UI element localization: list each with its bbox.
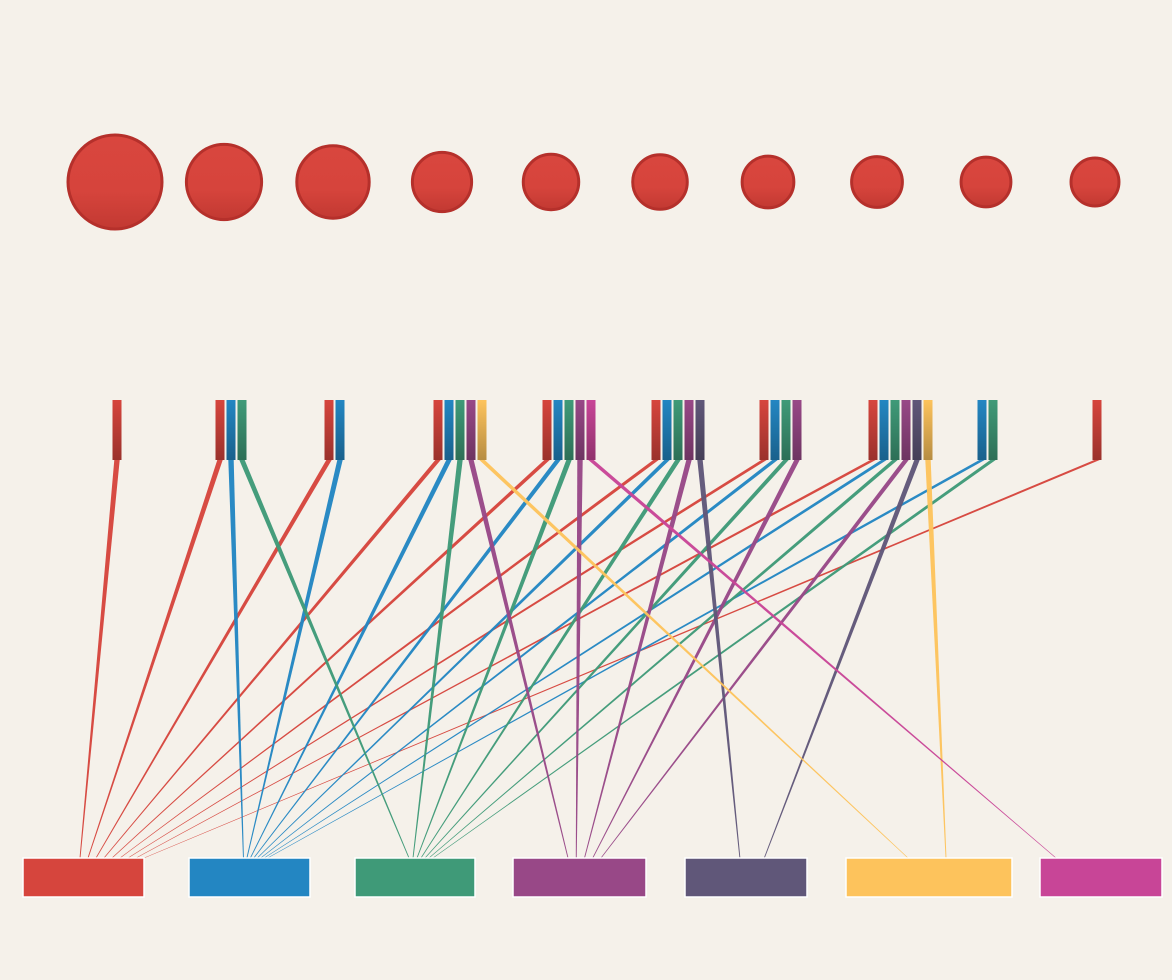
link-layer [79,460,1100,858]
node-circle-n7 [740,154,796,210]
link-n8-c5 [925,460,947,858]
stub-shade-n10-c0 [1092,400,1102,460]
category-box-c2 [354,857,476,898]
stub-shade-n5-c0 [542,400,552,460]
link-n2-c2 [239,460,410,858]
link-n8-c1 [263,460,887,858]
stub-shade-n5-c3 [575,400,585,460]
link-n9-c2 [432,460,996,858]
link-n4-c5 [479,460,909,858]
link-n8-c2 [428,460,898,858]
link-n5-c1 [253,460,561,858]
stub-shade-n2-c1 [226,400,236,460]
node-circle-n6 [631,153,689,211]
link-n3-c1 [246,460,343,858]
link-n10-c0 [143,460,1100,858]
category-box-c6 [1039,857,1163,898]
stub-shade-n6-c3 [684,400,694,460]
link-n7-c0 [127,460,767,858]
category-box-c4 [684,857,808,898]
stub-shade-n6-c0 [651,400,661,460]
stub-shade-n2-c0 [215,400,225,460]
link-n5-c6 [588,460,1057,858]
node-circle-n8 [850,155,904,209]
link-n5-c3 [575,460,583,858]
node-circle-n9 [959,155,1013,209]
stub-shade-n4-c2 [455,400,465,460]
stub-shade-n8-c0 [868,400,878,460]
category-box-c1 [188,857,311,898]
category-box-c3 [512,857,647,898]
link-n4-c0 [103,460,441,858]
stub-shade-n7-c3 [792,400,802,460]
link-n2-c1 [228,460,244,858]
stub-shade-n7-c1 [770,400,780,460]
stub-shade-n4-c5 [477,400,487,460]
link-n4-c2 [412,460,463,858]
stub-shade-n8-c5 [923,400,933,460]
link-n8-c4 [763,460,920,858]
stub-shade-n6-c2 [673,400,683,460]
link-n6-c2 [420,460,681,858]
stub-layer [112,400,1102,460]
stub-shade-n1-c0 [112,400,122,460]
stub-shade-n5-c2 [564,400,574,460]
stub-shade-n7-c0 [759,400,769,460]
stub-shade-n5-c1 [553,400,563,460]
node-circle-n3 [295,144,371,220]
link-n5-c0 [111,460,550,858]
stub-shade-n3-c1 [335,400,345,460]
stub-shade-n5-c6 [586,400,596,460]
stub-shade-n8-c3 [901,400,911,460]
link-n5-c2 [416,460,572,858]
node-layer [66,133,1121,231]
stub-shade-n6-c4 [695,400,705,460]
stub-shade-n9-c2 [988,400,998,460]
link-n4-c1 [249,460,452,858]
category-layer [22,857,1163,898]
link-n8-c3 [600,460,909,858]
stub-shade-n2-c2 [237,400,247,460]
node-circle-n1 [66,133,164,231]
category-box-c0 [22,857,145,898]
stub-shade-n4-c3 [466,400,476,460]
node-circle-n10 [1069,156,1121,208]
link-n6-c1 [256,460,670,858]
category-box-c5 [845,857,1013,898]
link-n8-c0 [135,460,876,858]
stub-shade-n8-c2 [890,400,900,460]
link-n6-c0 [119,460,659,858]
node-circle-n2 [184,142,264,222]
stub-shade-n8-c4 [912,400,922,460]
link-n3-c0 [95,460,332,858]
link-n6-c3 [584,460,692,858]
stub-shade-n8-c1 [879,400,889,460]
stub-shade-n4-c0 [433,400,443,460]
stub-shade-n3-c0 [324,400,334,460]
link-n1-c0 [79,460,120,858]
stub-shade-n7-c2 [781,400,791,460]
stub-shade-n4-c1 [444,400,454,460]
link-n4-c3 [468,460,569,858]
link-n2-c0 [87,460,223,858]
link-n9-c1 [267,460,985,858]
stub-shade-n6-c1 [662,400,672,460]
node-circle-n4 [410,150,474,214]
stub-shade-n9-c1 [977,400,987,460]
node-circle-n5 [521,152,581,212]
link-n7-c2 [424,460,789,858]
